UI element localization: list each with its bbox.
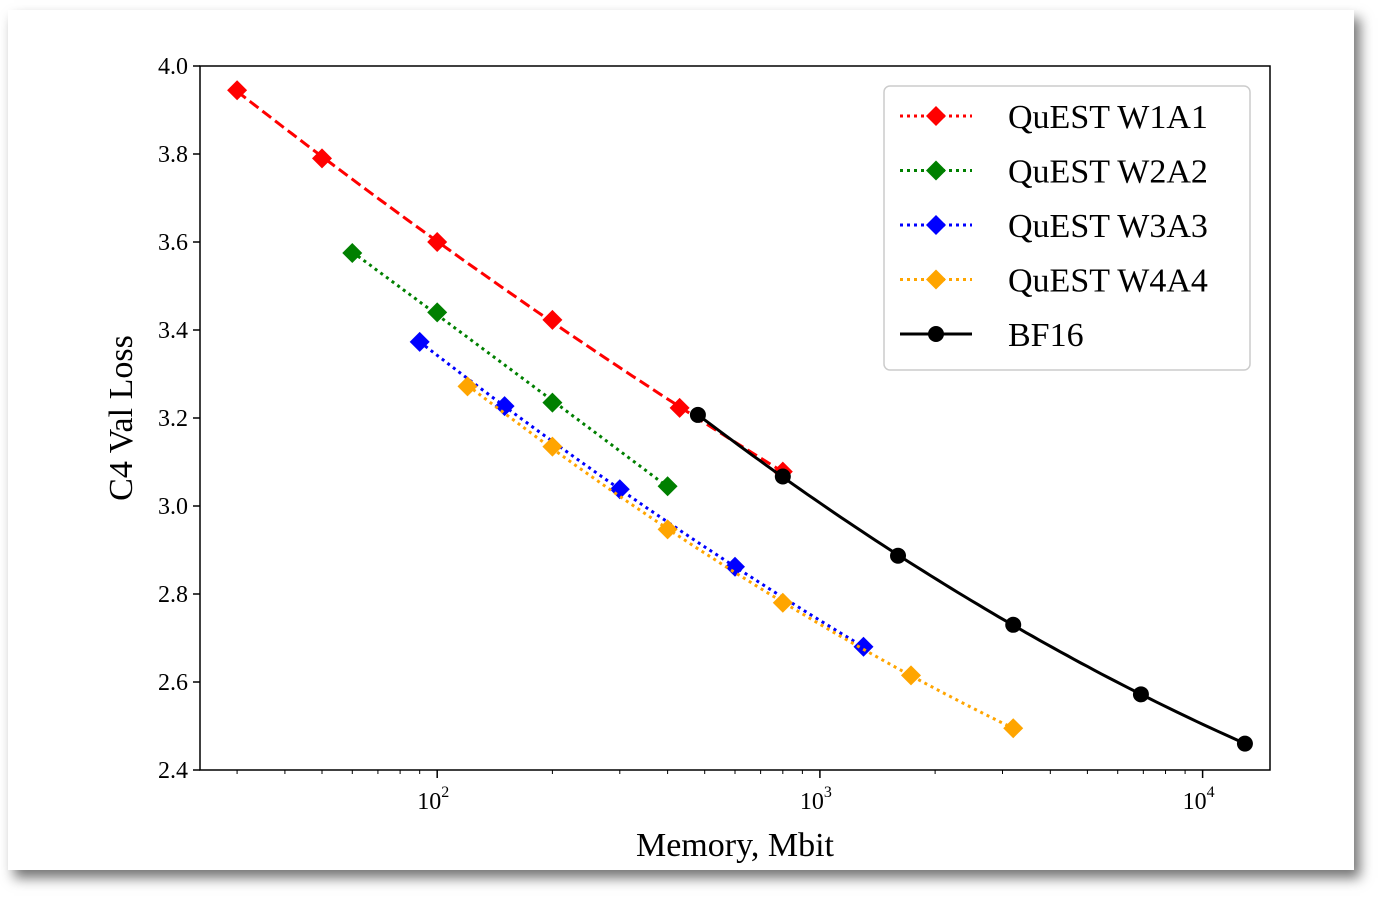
data-point xyxy=(853,636,874,657)
series-fit-line xyxy=(351,250,669,489)
figure-card: 2.4 2.6 2.8 3.0 3.2 3.4 3.6 3.8 4.0 102 103 104 Mem… xyxy=(8,10,1354,870)
legend-label: QuEST W3A3 xyxy=(1008,208,1208,245)
y-tick-label: 3.8 xyxy=(158,142,188,168)
data-point xyxy=(427,232,448,252)
data-point xyxy=(1132,686,1149,703)
legend-marker xyxy=(926,269,946,290)
data-point xyxy=(494,396,515,417)
series-fit-line xyxy=(418,340,865,649)
data-point xyxy=(657,476,678,497)
data-point xyxy=(901,665,922,686)
legend-item-bf16: BF16 xyxy=(900,317,1084,354)
legend-item-quest-w4a4: QuEST W4A4 xyxy=(900,263,1208,300)
x-tick-exponent: 3 xyxy=(824,784,832,801)
legend-label: BF16 xyxy=(1008,317,1084,354)
legend-label: QuEST W1A1 xyxy=(1008,99,1208,136)
y-tick-label: 2.4 xyxy=(158,758,188,784)
data-point xyxy=(342,243,363,263)
legend-label: QuEST W2A2 xyxy=(1008,154,1208,191)
data-point xyxy=(457,376,478,397)
data-point xyxy=(542,392,563,413)
data-point xyxy=(1003,718,1024,739)
legend-item-quest-w2a2: QuEST W2A2 xyxy=(900,154,1208,191)
y-tick-label: 2.8 xyxy=(158,582,188,608)
legend-marker xyxy=(926,160,946,181)
series-fit-line xyxy=(466,384,1014,730)
data-point xyxy=(1005,616,1022,633)
y-tick-label: 2.6 xyxy=(158,670,188,696)
data-point xyxy=(409,331,430,352)
series-quest-w4a4 xyxy=(457,376,1024,739)
data-point xyxy=(1236,735,1253,752)
y-tick-label: 3.4 xyxy=(158,318,188,344)
data-point xyxy=(774,468,791,485)
x-tick-exponent: 2 xyxy=(441,784,449,801)
x-axis-title: Memory, Mbit xyxy=(636,827,835,864)
data-point xyxy=(890,547,907,564)
legend-marker xyxy=(928,326,944,342)
legend-item-quest-w1a1: QuEST W1A1 xyxy=(900,99,1208,136)
chart-marks xyxy=(227,80,1253,752)
y-axis-title: C4 Val Loss xyxy=(103,335,140,501)
legend-label: QuEST W4A4 xyxy=(1008,263,1208,300)
x-tick-base: 10 xyxy=(1183,789,1207,815)
series-quest-w2a2 xyxy=(342,243,678,497)
data-point xyxy=(772,592,793,613)
legend-box xyxy=(883,85,1251,371)
data-point xyxy=(311,148,332,169)
data-point xyxy=(657,519,678,540)
data-point xyxy=(542,309,563,330)
series-fit-line xyxy=(697,413,1246,745)
x-tick-base: 10 xyxy=(417,789,441,815)
data-point xyxy=(227,80,248,101)
data-point xyxy=(542,436,563,457)
y-tick-label: 3.2 xyxy=(158,406,188,432)
data-point xyxy=(669,397,690,418)
legend-marker xyxy=(926,215,946,235)
data-point xyxy=(427,302,448,323)
x-tick-label: 104 xyxy=(1183,784,1215,815)
x-tick-label: 103 xyxy=(800,784,832,815)
data-point xyxy=(725,556,745,577)
y-tick-label: 3.0 xyxy=(158,494,188,520)
legend-item-quest-w3a3: QuEST W3A3 xyxy=(900,208,1208,245)
series-bf16 xyxy=(689,406,1253,752)
x-tick-exponent: 4 xyxy=(1207,784,1215,801)
x-tick-label: 102 xyxy=(417,784,449,815)
y-tick-label: 4.0 xyxy=(158,54,188,80)
legend-marker xyxy=(926,106,946,126)
chart-legend: QuEST W1A1 QuEST W2A2 QuEST W3A3 QuEST W4A4… xyxy=(883,85,1251,371)
data-point xyxy=(689,406,706,423)
y-tick-label: 3.6 xyxy=(158,230,188,256)
x-tick-base: 10 xyxy=(800,789,824,815)
data-point xyxy=(609,479,630,500)
